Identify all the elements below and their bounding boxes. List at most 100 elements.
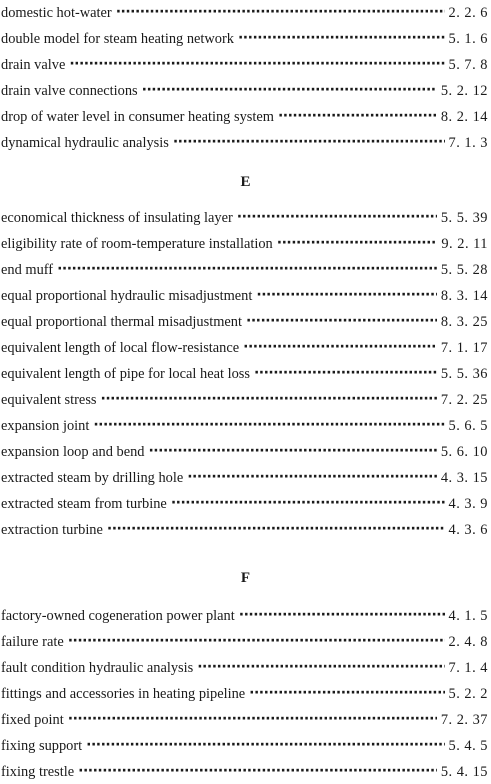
index-entry: fittings and accessories in heating pipe… — [1, 681, 491, 703]
dot-leader — [68, 633, 445, 651]
index-entry: end muff 5. 5. 28 — [1, 257, 491, 279]
index-reference: 5. 5. 36 — [440, 366, 488, 382]
index-term: fault condition hydraulic analysis — [1, 660, 194, 676]
index-reference: 7. 1. 4 — [448, 660, 488, 676]
index-term: extracted steam by drilling hole — [1, 470, 184, 486]
index-term: equal proportional thermal misadjustment — [1, 314, 242, 330]
index-entry: expansion loop and bend 5. 6. 10 — [1, 439, 491, 461]
dot-leader — [116, 4, 445, 22]
index-term: fixing support — [1, 738, 83, 754]
index-reference: 8. 2. 14 — [440, 109, 488, 125]
index-entry: equivalent stress 7. 2. 25 — [1, 387, 491, 409]
dot-leader — [101, 391, 437, 409]
index-term: extraction turbine — [1, 522, 103, 538]
index-entry: equivalent length of local flow-resistan… — [1, 335, 491, 357]
index-reference: 5. 6. 5 — [448, 418, 488, 434]
dot-leader — [57, 261, 437, 279]
index-reference: 5. 2. 12 — [440, 83, 488, 99]
index-term: eligibility rate of room-temperature ins… — [1, 236, 273, 252]
index-reference: 5. 7. 8 — [448, 57, 488, 73]
dot-leader — [239, 607, 445, 625]
index-reference: 5. 5. 39 — [440, 210, 488, 226]
index-term: fixed point — [1, 712, 64, 728]
index-reference: 4. 3. 15 — [440, 470, 488, 486]
index-reference: 7. 1. 17 — [440, 340, 488, 356]
index-entry: double model for steam heating network 5… — [1, 26, 491, 48]
index-entry: fixing trestle 5. 4. 15 — [1, 759, 491, 781]
index-entry: failure rate 2. 4. 8 — [1, 629, 491, 651]
dot-leader — [68, 711, 437, 729]
index-term: factory-owned cogeneration power plant — [1, 608, 235, 624]
index-entry: drain valve 5. 7. 8 — [1, 52, 491, 74]
dot-leader — [173, 134, 445, 152]
index-reference: 7. 2. 37 — [440, 712, 488, 728]
dot-leader — [254, 365, 437, 383]
index-reference: 5. 4. 15 — [440, 764, 488, 780]
index-term: domestic hot-water — [1, 5, 112, 21]
dot-leader — [69, 56, 444, 74]
index-reference: 5. 4. 5 — [448, 738, 488, 754]
index-entry: drain valve connections 5. 2. 12 — [1, 78, 491, 100]
dot-leader — [278, 108, 437, 126]
dot-leader — [187, 469, 437, 487]
dot-leader — [171, 495, 445, 513]
index-entry: dynamical hydraulic analysis 7. 1. 3 — [1, 130, 491, 152]
index-entry: fault condition hydraulic analysis 7. 1.… — [1, 655, 491, 677]
index-term: fixing trestle — [1, 764, 75, 780]
index-term: fittings and accessories in heating pipe… — [1, 686, 246, 702]
index-reference: 5. 6. 10 — [440, 444, 488, 460]
section-letter-heading: E — [240, 174, 251, 190]
index-reference: 4. 1. 5 — [448, 608, 488, 624]
dot-leader — [78, 763, 437, 781]
index-entry: fixed point 7. 2. 37 — [1, 707, 491, 729]
index-entry: drop of water level in consumer heating … — [1, 104, 491, 126]
index-reference: 5. 2. 2 — [448, 686, 488, 702]
index-term: equivalent length of pipe for local heat… — [1, 366, 250, 382]
dot-leader — [243, 339, 437, 357]
section-letter-heading: F — [240, 570, 251, 586]
index-entry: fixing support 5. 4. 5 — [1, 733, 491, 755]
index-entry: eligibility rate of room-temperature ins… — [1, 231, 491, 253]
index-term: equal proportional hydraulic misadjustme… — [1, 288, 253, 304]
index-reference: 8. 3. 25 — [440, 314, 488, 330]
index-term: dynamical hydraulic analysis — [1, 135, 169, 151]
index-entry: economical thickness of insulating layer… — [1, 205, 491, 227]
index-term: equivalent stress — [1, 392, 97, 408]
index-term: extracted steam from turbine — [1, 496, 167, 512]
index-term: equivalent length of local flow-resistan… — [1, 340, 240, 356]
dot-leader — [277, 235, 438, 253]
dot-leader — [142, 82, 437, 100]
index-reference: 2. 2. 6 — [448, 5, 488, 21]
index-reference: 7. 2. 25 — [440, 392, 488, 408]
index-reference: 2. 4. 8 — [448, 634, 488, 650]
index-entry: equal proportional hydraulic misadjustme… — [1, 283, 491, 305]
index-term: drain valve connections — [1, 83, 138, 99]
dot-leader — [256, 287, 436, 305]
index-entry: extracted steam by drilling hole 4. 3. 1… — [1, 465, 491, 487]
index-entry: factory-owned cogeneration power plant 4… — [1, 603, 491, 625]
dot-leader — [148, 443, 436, 461]
dot-leader — [86, 737, 444, 755]
dot-leader — [237, 209, 437, 227]
index-reference: 5. 5. 28 — [440, 262, 488, 278]
index-entry: expansion joint 5. 6. 5 — [1, 413, 491, 435]
index-term: expansion loop and bend — [1, 444, 145, 460]
index-reference: 8. 3. 14 — [440, 288, 488, 304]
index-term: failure rate — [1, 634, 64, 650]
index-term: economical thickness of insulating layer — [1, 210, 233, 226]
dot-leader — [197, 659, 444, 677]
index-term: drain valve — [1, 57, 66, 73]
dot-leader — [246, 313, 437, 331]
index-term: expansion joint — [1, 418, 90, 434]
index-entry: extracted steam from turbine 4. 3. 9 — [1, 491, 491, 513]
dot-leader — [238, 30, 445, 48]
index-term: double model for steam heating network — [1, 31, 234, 47]
index-reference: 9. 2. 11 — [441, 236, 488, 252]
index-reference: 4. 3. 9 — [448, 496, 488, 512]
index-term: drop of water level in consumer heating … — [1, 109, 274, 125]
index-entry: equivalent length of pipe for local heat… — [1, 361, 491, 383]
index-entry: extraction turbine 4. 3. 6 — [1, 517, 491, 539]
dot-leader — [249, 685, 444, 703]
index-entry: domestic hot-water 2. 2. 6 — [1, 0, 491, 22]
